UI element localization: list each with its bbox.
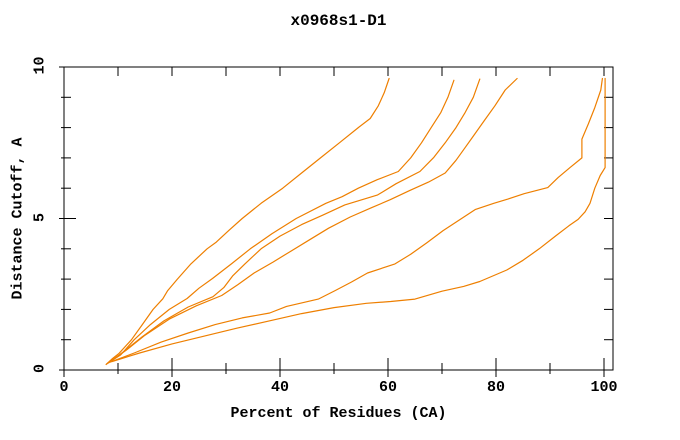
y-axis-label: Distance Cutoff, A [9, 137, 27, 300]
x-axis-label: Percent of Residues (CA) [230, 405, 447, 422]
curve-2-line [106, 79, 455, 365]
y-tick-label-0: 0 [31, 364, 49, 374]
x-tick-label-60: 60 [378, 379, 397, 396]
curve-4-line [108, 77, 518, 364]
x-tick-label-20: 20 [162, 379, 181, 396]
x-tick-label-40: 40 [270, 379, 289, 396]
x-tick-label-0: 0 [59, 379, 69, 396]
curve-5-line [109, 77, 604, 363]
x-tick-label-80: 80 [486, 379, 505, 396]
y-tick-label-10: 10 [31, 56, 49, 75]
y-tick-label-5: 5 [31, 212, 49, 222]
chart-title: x0968s1-D1 [290, 12, 387, 30]
curve-1-line [105, 77, 390, 366]
curve-3-line [107, 78, 481, 364]
x-tick-label-100: 100 [590, 379, 618, 396]
plot-frame [63, 66, 614, 371]
curve-6-line [111, 77, 606, 363]
